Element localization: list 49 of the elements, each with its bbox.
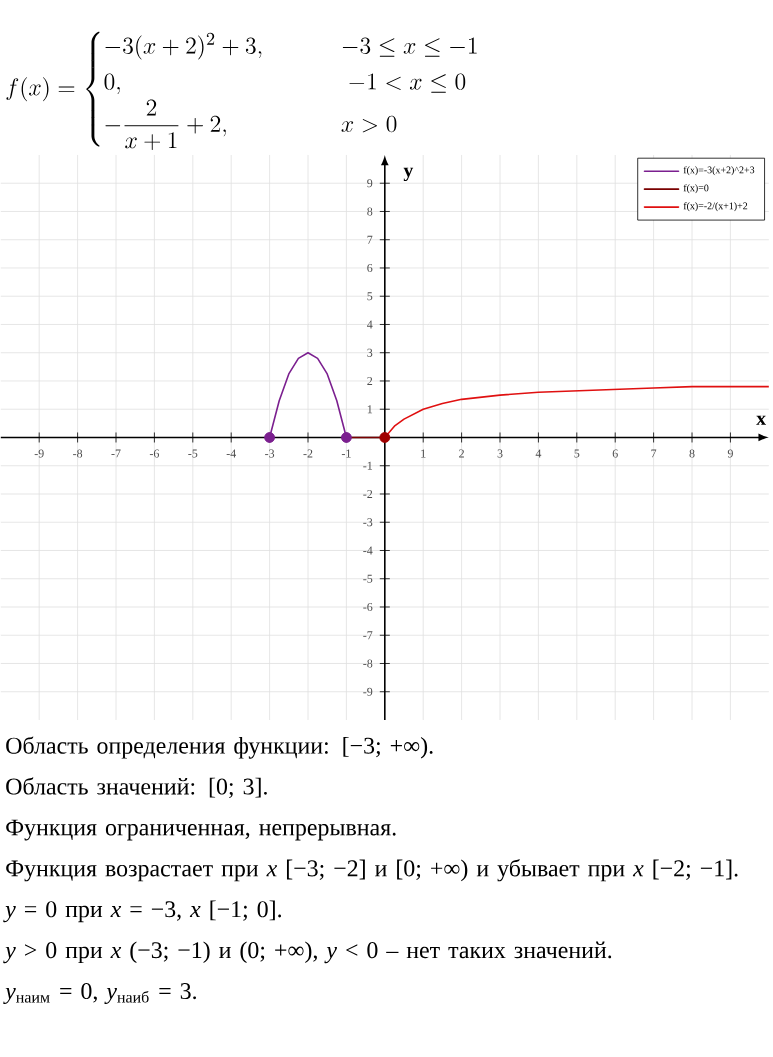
x-tick-label: 6 [612,449,618,458]
x-tick-label: -1 [341,449,351,458]
y-tick-label: -2 [363,490,373,498]
text: Область определения функции: [−3; +∞). [6,736,433,759]
text: y > 0 при x (−3; −1) и (0; +∞), y < 0 – нет таких значений. [3,941,612,964]
y-tick-label: 8 [367,207,373,216]
y-tick-label: 2 [367,377,373,385]
text: Область значений: [0; 3]. [6,777,267,799]
y-tick-label: 4 [367,320,373,329]
x-tick-label: -2 [303,449,313,458]
x-tick-label: 9 [727,449,734,458]
text: Функция возрастает при x [−3; −2] и [0; +∞) и убывает при x [−2; −1]. [6,859,738,882]
x-tick-label: 8 [689,449,695,458]
legend-label: f(x)=-2/(x+1)+2 [683,202,748,212]
y-tick-label: 6 [367,263,373,272]
text: Функция ограниченная, непрерывная. [6,819,396,841]
x-tick-label: -5 [188,449,198,458]
y-tick-label: -9 [363,687,373,696]
x-axis-title: x [756,415,767,425]
legend-label: f(x)=0 [683,184,709,194]
y-tick-label: -1 [363,461,373,470]
y-tick-label: 9 [367,179,373,188]
text: y = 0 при x = −3, x [−1; 0]. [3,900,282,923]
x-tick-label: 3 [497,449,503,458]
x-tick-label: 5 [574,449,580,458]
x-tick-label: 2 [459,449,465,458]
y-tick-label: -4 [363,546,373,555]
y-tick-label: -7 [363,631,373,640]
y-tick-label: 5 [367,292,373,301]
chart-title: $f(x)=\begin{cases}-3(x+2)^2+3, & \qquad -3\le x\le -1\\ 0, & \qquad\; -1<x\le 0\\ -\dfrac{2}{x+1}+2, & \qquad x>0\end{cases}$ [6,31,477,150]
y-tick-label: -5 [363,574,373,583]
y-tick-label: 7 [367,235,373,244]
text: y$_{наим}$ = 0, y$_{наиб}$ = 3. [3,982,197,1005]
x-tick-label: -9 [34,449,44,458]
y-tick-label: -3 [363,518,373,527]
y-tick-label: -6 [363,602,373,612]
legend-label: f(x)=-3(x+2)^2+3 [683,166,755,176]
x-tick-label: 1 [421,449,426,458]
y-tick-label: 1 [367,405,373,414]
x-tick-label: -4 [226,449,237,458]
y-tick-label: 3 [367,348,373,357]
x-tick-label: 4 [535,449,542,458]
y-axis-title: y [403,167,414,182]
x-tick-label: 7 [651,449,657,458]
x-tick-label: -3 [265,449,275,458]
x-tick-label: -8 [73,449,83,458]
x-tick-label: -7 [111,449,121,458]
y-tick-label: -8 [363,659,373,668]
x-tick-label: -6 [149,449,160,458]
